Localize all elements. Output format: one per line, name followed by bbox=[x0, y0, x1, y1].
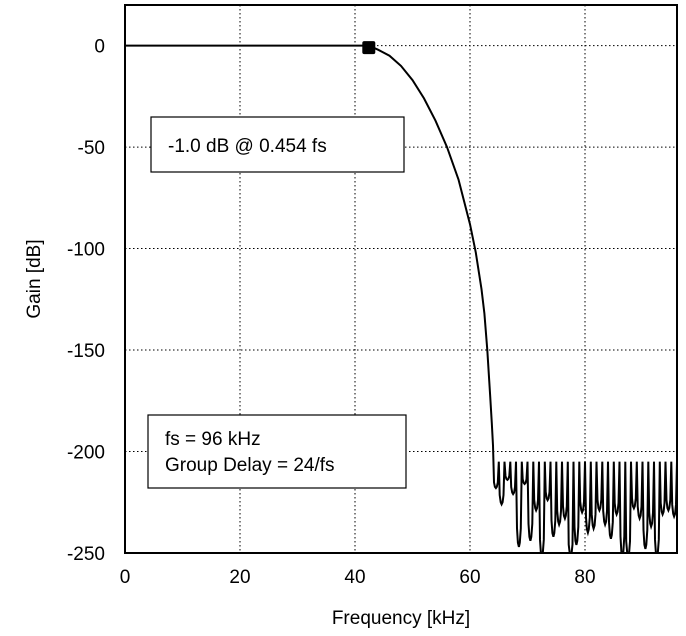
y-tick-label: -50 bbox=[78, 138, 105, 159]
x-tick-labels: 0 20 40 60 80 bbox=[120, 567, 596, 588]
y-tick-label: -200 bbox=[67, 443, 105, 464]
y-axis-title: Gain [dB] bbox=[24, 239, 45, 318]
x-tick-label: 60 bbox=[459, 567, 480, 588]
annotation-passband: -1.0 dB @ 0.454 fs bbox=[150, 116, 405, 173]
annotation-passband-text: -1.0 dB @ 0.454 fs bbox=[168, 136, 327, 157]
annotation-info-line-2: Group Delay = 24/fs bbox=[165, 455, 335, 476]
x-tick-label: 0 bbox=[120, 567, 131, 588]
y-tick-label: -100 bbox=[67, 240, 105, 261]
series-gain bbox=[125, 44, 677, 553]
x-tick-label: 80 bbox=[574, 567, 595, 588]
marker-layer bbox=[362, 41, 376, 55]
x-tick-label: 20 bbox=[229, 567, 250, 588]
annotation-info-box bbox=[147, 414, 407, 489]
y-tick-label: -150 bbox=[67, 341, 105, 362]
cutoff-marker bbox=[362, 41, 376, 55]
x-tick-label: 40 bbox=[344, 567, 365, 588]
y-tick-label: -250 bbox=[67, 544, 105, 565]
annotation-info-line-1: fs = 96 kHz bbox=[165, 429, 261, 450]
y-tick-labels: 0 -50 -100 -150 -200 -250 bbox=[67, 37, 105, 565]
plot-frame bbox=[124, 4, 678, 554]
x-axis-title: Frequency [kHz] bbox=[332, 608, 470, 629]
gain-curve bbox=[125, 44, 677, 553]
annotation-passband-box bbox=[150, 116, 405, 173]
y-tick-label: 0 bbox=[94, 37, 105, 58]
annotation-info: fs = 96 kHz Group Delay = 24/fs bbox=[147, 414, 407, 489]
